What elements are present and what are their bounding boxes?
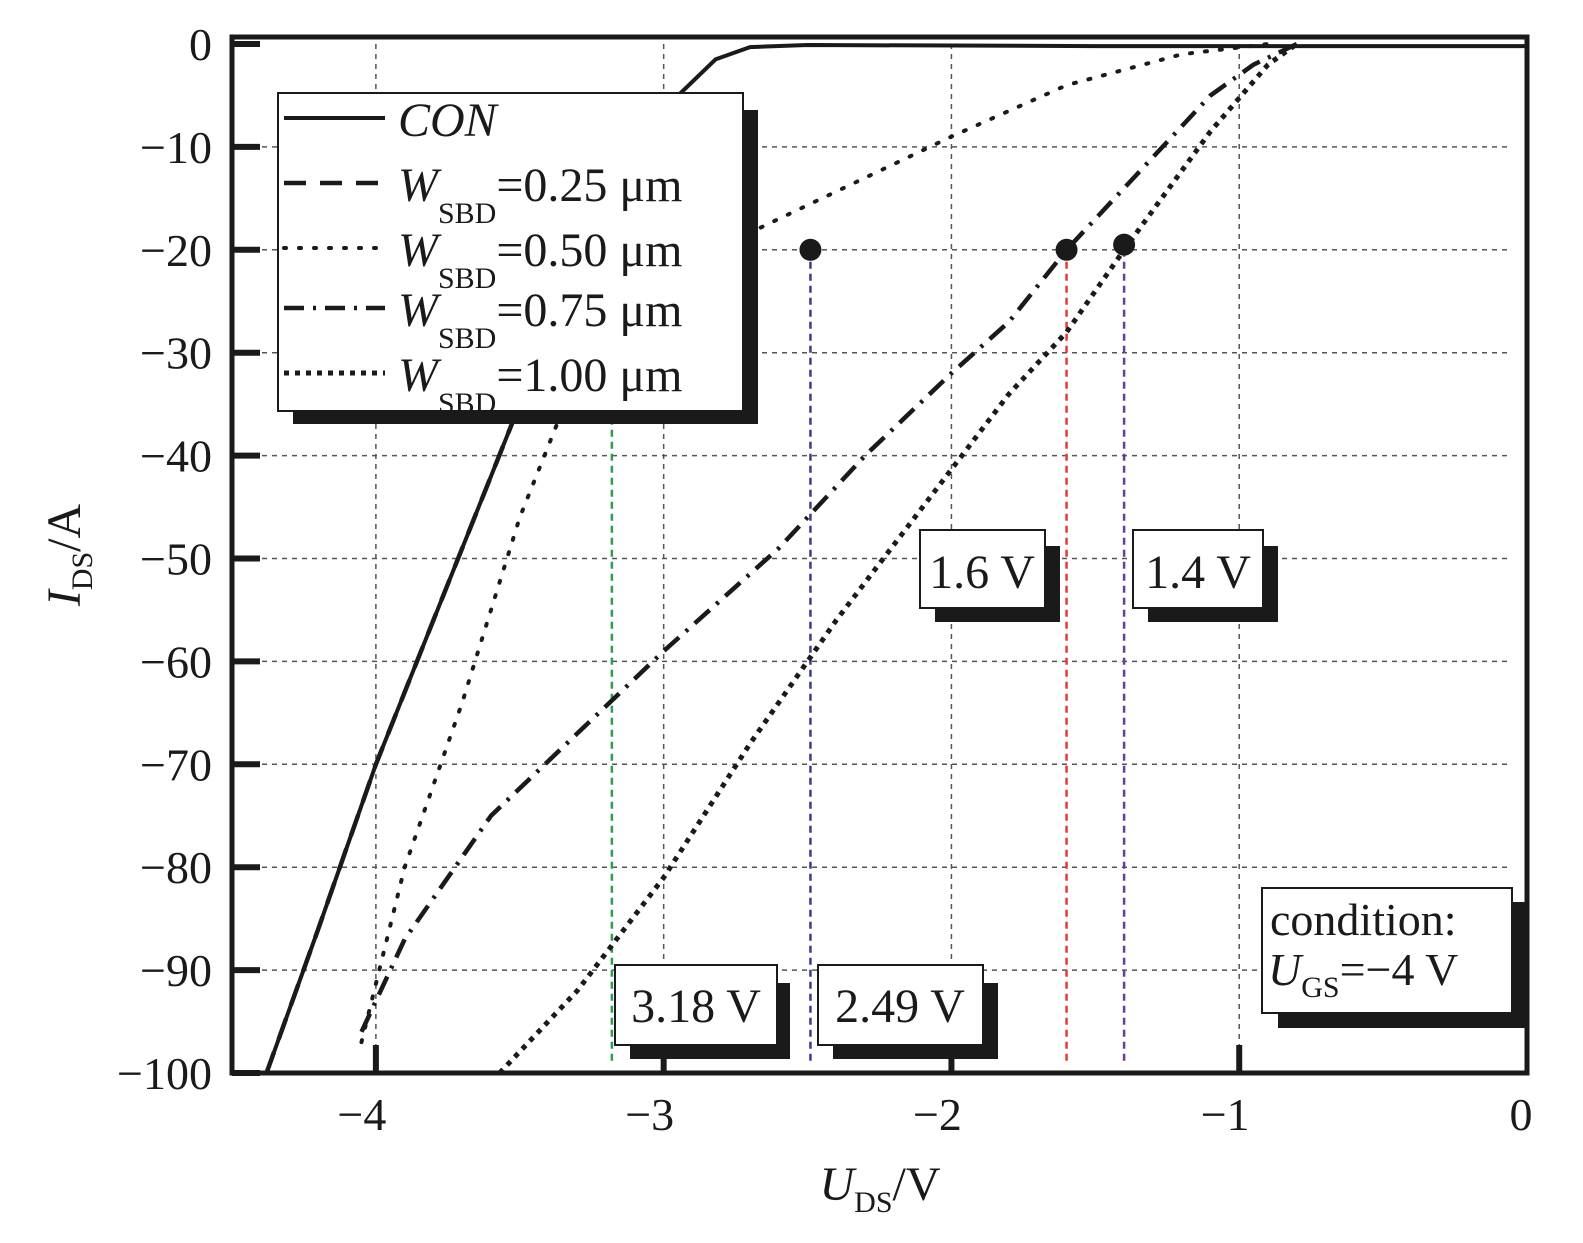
legend-box bbox=[277, 92, 744, 412]
annotation-label: 3.18 V bbox=[631, 980, 761, 1033]
annotation-1-4V: 1.4 V bbox=[1132, 529, 1278, 622]
x-tick-label: 0 bbox=[1510, 1089, 1533, 1140]
y-tick-label: −20 bbox=[140, 225, 212, 276]
annotation-box bbox=[817, 964, 984, 1046]
condition-line1: condition: bbox=[1270, 894, 1457, 945]
annotation-box bbox=[919, 529, 1046, 609]
y-tick-label: −70 bbox=[140, 739, 212, 790]
y-tick-label: −100 bbox=[117, 1048, 212, 1099]
x-tick-label: −3 bbox=[625, 1089, 674, 1140]
x-axis-title: UDS/V bbox=[819, 1158, 940, 1219]
y-tick-label: −10 bbox=[140, 122, 212, 173]
x-tick-label: −2 bbox=[913, 1089, 962, 1140]
condition-frame bbox=[1261, 887, 1513, 1014]
annotation-label: 1.6 V bbox=[929, 546, 1035, 599]
legend-label: WSBD=0.75 μm bbox=[398, 284, 682, 355]
data-marker bbox=[1113, 233, 1136, 256]
y-tick-label: −30 bbox=[140, 328, 212, 379]
ticks-group: 0−10−20−30−40−50−60−70−80−90−100−4 −3 −2 −1… bbox=[117, 19, 1532, 1140]
y-tick-label: −80 bbox=[140, 842, 212, 893]
series-line bbox=[497, 41, 1299, 1075]
condition-box: condition: UGS=−4 V bbox=[1261, 887, 1526, 1028]
annotation-1-6V: 1.6 V bbox=[919, 529, 1060, 622]
data-marker bbox=[799, 238, 822, 261]
legend-label: WSBD=1.00 μm bbox=[398, 349, 682, 420]
annotation-3-18V: 3.18 V bbox=[614, 964, 790, 1059]
plot-frame bbox=[229, 34, 1530, 1076]
legend-label: WSBD=0.25 μm bbox=[398, 159, 682, 230]
markers-group bbox=[799, 233, 1136, 261]
y-axis-title: IDS/A bbox=[38, 503, 99, 607]
y-tick-label: −50 bbox=[140, 534, 212, 585]
y-tick-label: 0 bbox=[189, 19, 212, 70]
legend-label: CON bbox=[398, 94, 500, 147]
annotation-label: 1.4 V bbox=[1145, 546, 1251, 599]
y-tick-label: −60 bbox=[140, 636, 212, 687]
annotation-2-49V: 2.49 V bbox=[817, 964, 998, 1059]
series-line bbox=[359, 41, 1298, 1033]
annotation-label: 2.49 V bbox=[835, 980, 965, 1033]
y-tick-label: −40 bbox=[140, 431, 212, 482]
annotation-box bbox=[1132, 529, 1264, 609]
x-tick-label: −1 bbox=[1201, 1089, 1250, 1140]
y-tick-label: −90 bbox=[140, 945, 212, 996]
condition-line2: UGS=−4 V bbox=[1268, 944, 1458, 1004]
x-tick-label: −4 bbox=[337, 1089, 386, 1140]
data-marker bbox=[1055, 238, 1078, 261]
legend-label: WSBD=0.50 μm bbox=[398, 224, 682, 295]
annotation-box bbox=[614, 964, 778, 1046]
